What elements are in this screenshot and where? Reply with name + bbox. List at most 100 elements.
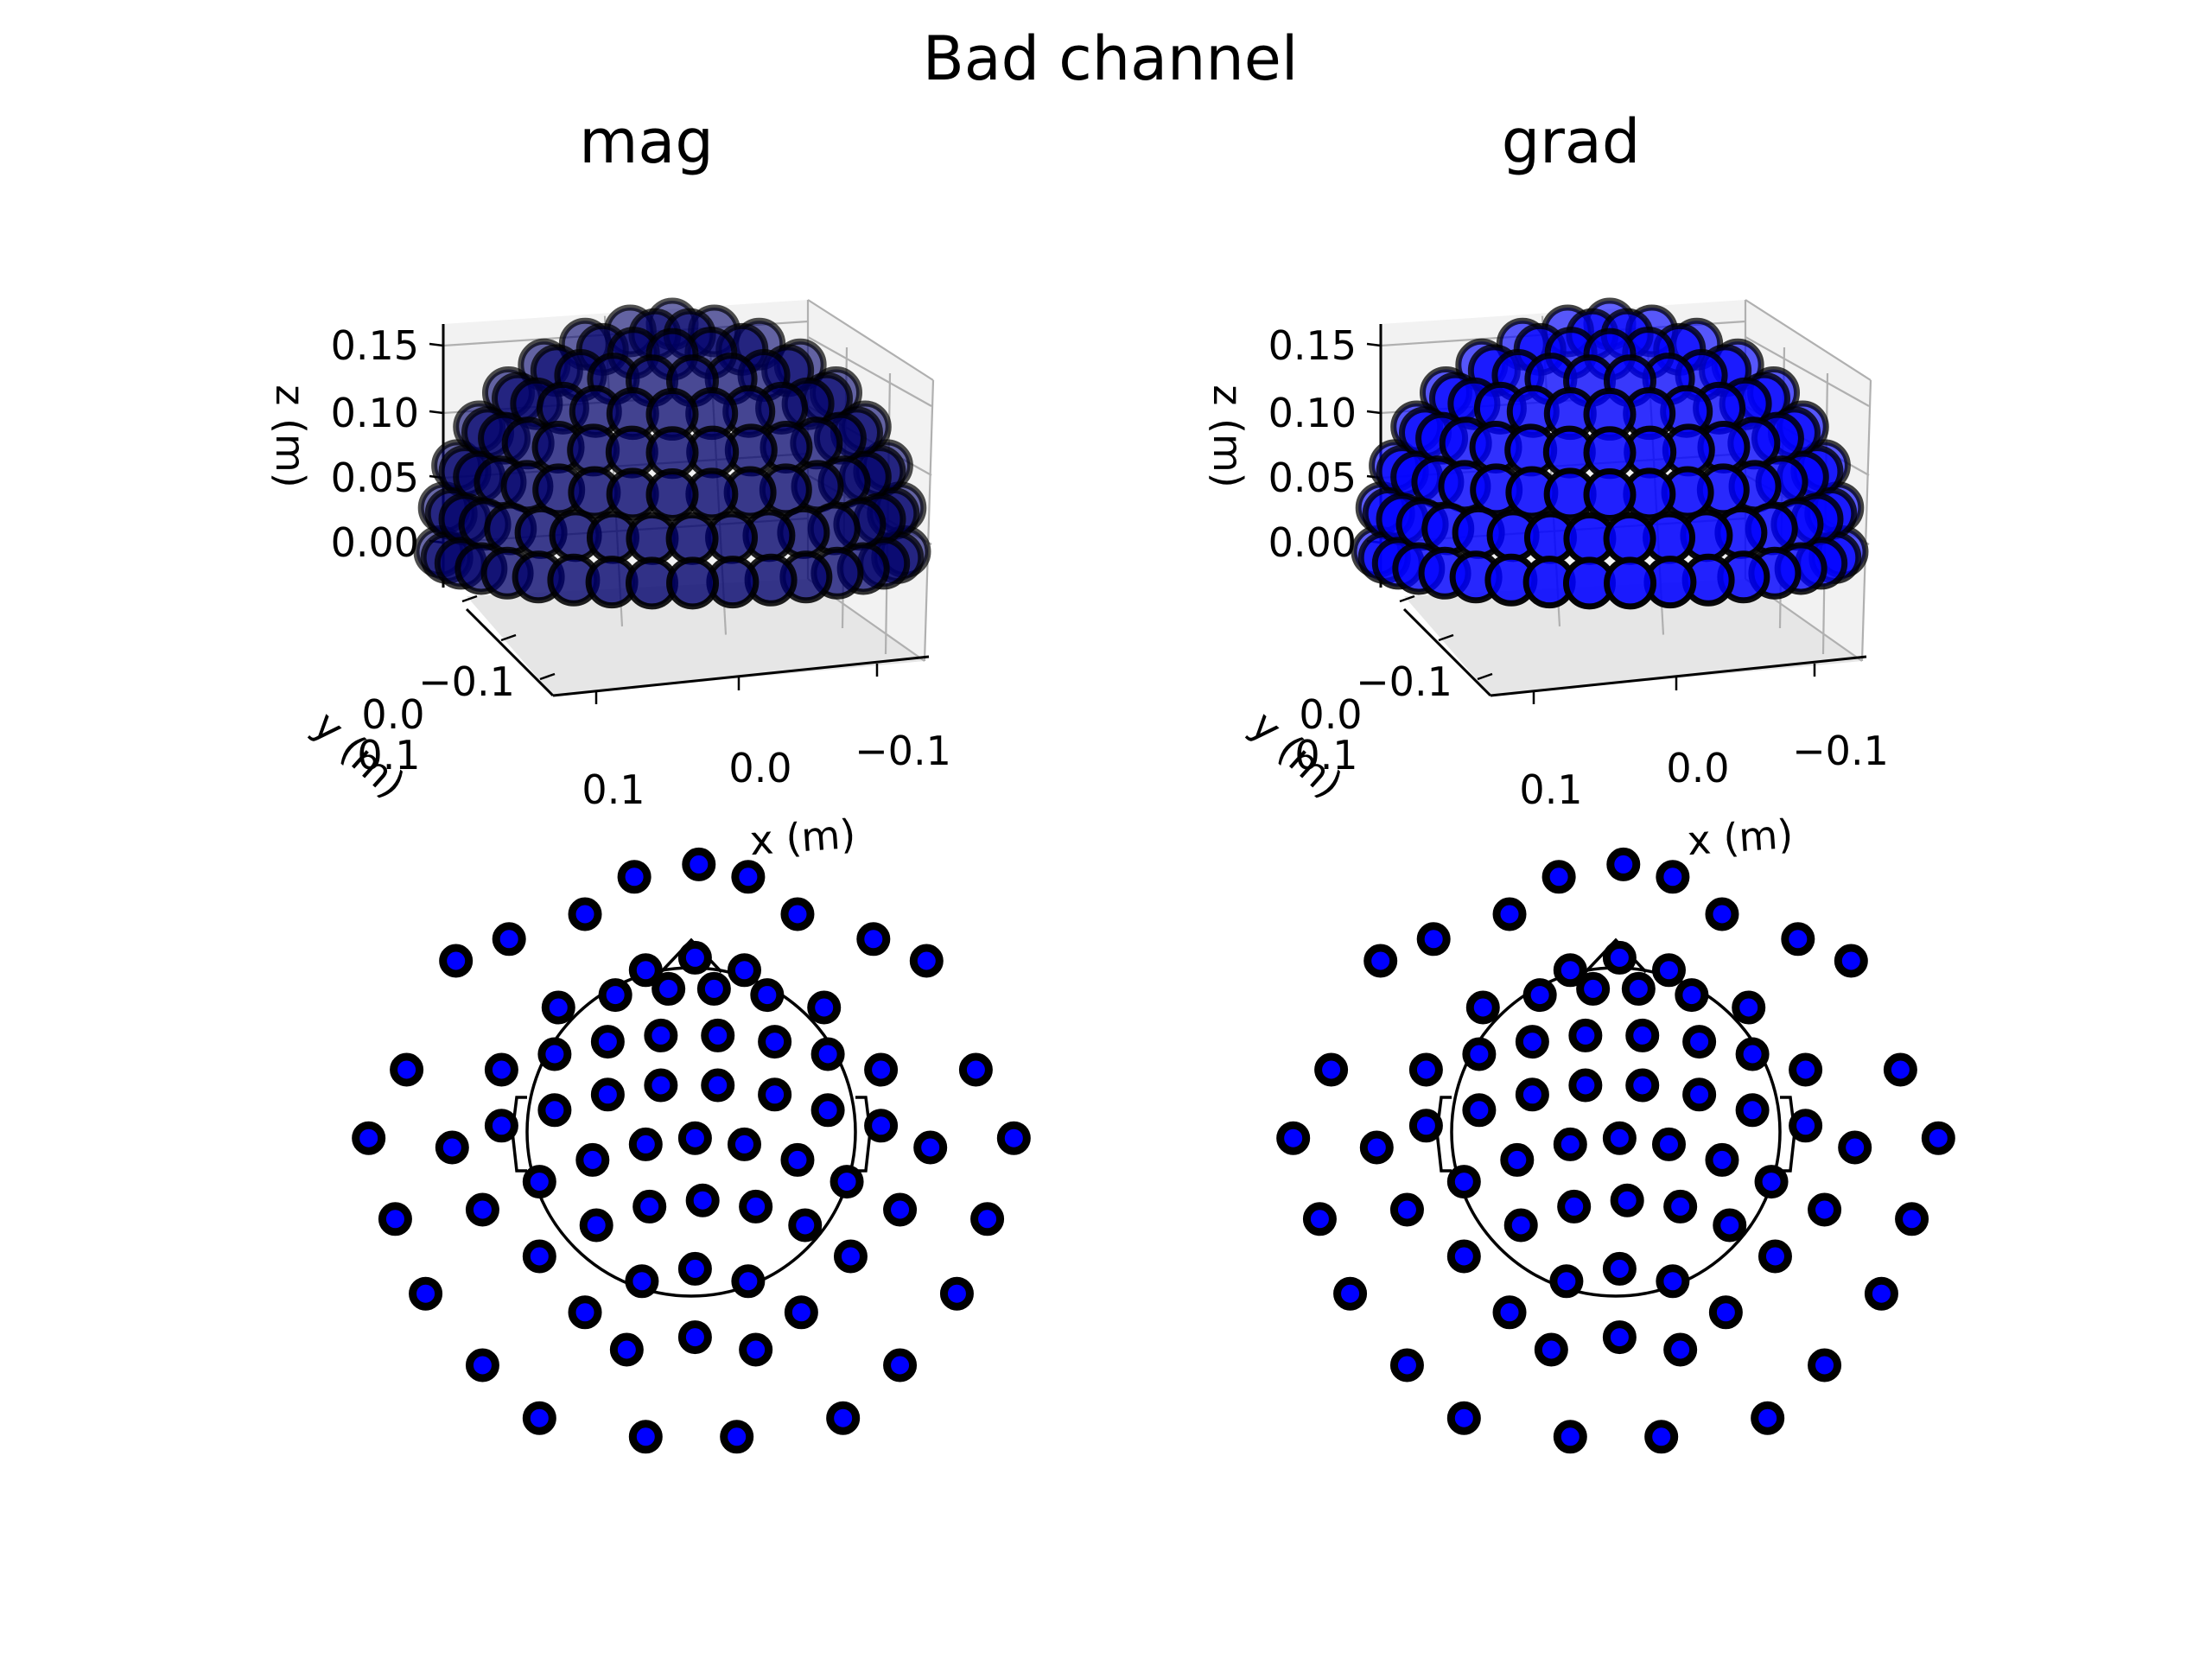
y-tick bbox=[500, 633, 517, 642]
sensor-dot bbox=[739, 1332, 773, 1367]
sensor-dot bbox=[1606, 847, 1641, 881]
sensor-dot bbox=[1789, 1052, 1823, 1087]
sensor-dot bbox=[682, 847, 716, 881]
sensor-dot bbox=[522, 1239, 556, 1274]
sensor-dot bbox=[1333, 1276, 1368, 1311]
y-axis-line bbox=[465, 607, 555, 697]
sensor-dot bbox=[628, 1127, 663, 1161]
z-tick-label: 0.05 bbox=[1268, 454, 1357, 501]
sensor-dot bbox=[378, 1202, 412, 1236]
sensor-dot bbox=[1895, 1202, 1929, 1236]
x-tick-label: 0.0 bbox=[728, 745, 791, 791]
sensor-dot bbox=[568, 897, 602, 931]
grid-line bbox=[1860, 379, 1872, 662]
x-axis-label: x (m) bbox=[748, 810, 857, 864]
sensor-dot bbox=[1625, 1068, 1660, 1103]
sensor-dot bbox=[810, 1093, 845, 1128]
sensor-dot bbox=[1446, 1239, 1481, 1274]
sensor-dot bbox=[537, 1093, 572, 1128]
z-tick-label: 0.00 bbox=[331, 519, 419, 566]
sensor-dot bbox=[1713, 1208, 1747, 1243]
sensor-dot bbox=[628, 1420, 663, 1454]
mag-topomap bbox=[352, 847, 1031, 1454]
sensor-dot bbox=[750, 978, 785, 1013]
sensor-dot bbox=[1732, 990, 1766, 1025]
sensor-dot bbox=[784, 1295, 818, 1330]
sensor-dot bbox=[996, 1121, 1031, 1155]
sensor-dot bbox=[909, 944, 944, 978]
grid-line bbox=[1745, 299, 1872, 381]
sensor-dot bbox=[465, 1348, 499, 1382]
sensor-dot bbox=[1705, 1142, 1739, 1177]
sensor-dot bbox=[439, 944, 474, 978]
sensor-dot bbox=[1557, 1189, 1592, 1224]
sensor-dot bbox=[727, 1127, 761, 1161]
sensor-dot bbox=[1735, 1093, 1770, 1128]
z-axis-label: z (m) bbox=[1205, 385, 1251, 487]
sensor-dot bbox=[1462, 1093, 1497, 1128]
sensor-dot bbox=[780, 1142, 815, 1177]
sensor-dot bbox=[1602, 940, 1637, 975]
sensor-dot bbox=[677, 1121, 712, 1155]
sensor-dot bbox=[1656, 860, 1690, 894]
sensor-dot bbox=[677, 940, 712, 975]
sensor-dot bbox=[864, 1052, 899, 1087]
sensor-dot bbox=[1602, 1320, 1637, 1355]
sensor-dot bbox=[617, 860, 652, 894]
grid-line bbox=[807, 336, 932, 407]
sensor-dot bbox=[1781, 922, 1815, 957]
y-tick-label: 0.1 bbox=[357, 732, 420, 779]
sensor-dot bbox=[1651, 1127, 1686, 1161]
sensor-dot bbox=[1663, 1332, 1698, 1367]
sensor-dot bbox=[1389, 1192, 1424, 1227]
sensor-dot bbox=[807, 990, 842, 1025]
sensor-dot bbox=[1446, 1401, 1481, 1435]
sensor-dot bbox=[1359, 1130, 1394, 1165]
sensor-dot bbox=[1302, 1202, 1337, 1236]
sensor-dot bbox=[1534, 1332, 1568, 1367]
sensor-dot bbox=[1568, 1068, 1603, 1103]
x-tick-label: −0.1 bbox=[1792, 728, 1889, 774]
sensor-dot bbox=[1462, 1037, 1497, 1071]
sensor-marker bbox=[645, 467, 699, 521]
sensor-dot bbox=[883, 1348, 918, 1382]
sensor-dot bbox=[1921, 1121, 1955, 1155]
z-tick-label: 0.10 bbox=[1268, 390, 1357, 436]
pane-floor bbox=[1404, 579, 1862, 696]
sensor-dot bbox=[696, 971, 731, 1006]
z-tick-label: 0.05 bbox=[331, 454, 419, 501]
sensor-dot bbox=[758, 1025, 792, 1059]
sensor-marker bbox=[1583, 467, 1637, 521]
y-tick-label: 0.0 bbox=[1299, 691, 1362, 738]
sensor-dot bbox=[1675, 978, 1709, 1013]
y-tick-label: 0.0 bbox=[361, 691, 424, 738]
sensor-dot bbox=[856, 922, 891, 957]
sensor-dot bbox=[598, 978, 632, 1013]
sensor-dot bbox=[1708, 1295, 1743, 1330]
sensor-dot bbox=[1789, 1109, 1823, 1143]
sensor-dot bbox=[1610, 1183, 1644, 1217]
sensor-dot bbox=[1363, 944, 1398, 978]
sensor-marker bbox=[1604, 556, 1657, 610]
sensor-dot bbox=[685, 1183, 720, 1217]
y-tick bbox=[539, 672, 556, 681]
y-tick bbox=[461, 594, 478, 603]
sensor-dot bbox=[1446, 1165, 1481, 1199]
z-tick-label: 0.10 bbox=[331, 390, 419, 436]
sensor-dot bbox=[830, 1165, 864, 1199]
mag-panel-title: mag bbox=[579, 106, 714, 177]
sensor-dot bbox=[652, 971, 686, 1006]
z-tick bbox=[429, 410, 444, 415]
sensor-dot bbox=[1568, 1018, 1603, 1052]
grad-3d-panel: grad 0.150.100.050.00z (m)−0.10.00.1y (m… bbox=[1205, 106, 1889, 864]
grad-panel-title: grad bbox=[1502, 106, 1641, 177]
sensor-dot bbox=[788, 1208, 823, 1243]
x-tick-label: 0.1 bbox=[1519, 766, 1582, 813]
sensor-dot bbox=[1553, 953, 1587, 988]
sensor-dot bbox=[739, 1189, 773, 1224]
sensor-dot bbox=[1834, 944, 1868, 978]
sensor-dot bbox=[939, 1276, 974, 1311]
grid-line bbox=[923, 379, 935, 662]
sensor-dot bbox=[1492, 897, 1527, 931]
